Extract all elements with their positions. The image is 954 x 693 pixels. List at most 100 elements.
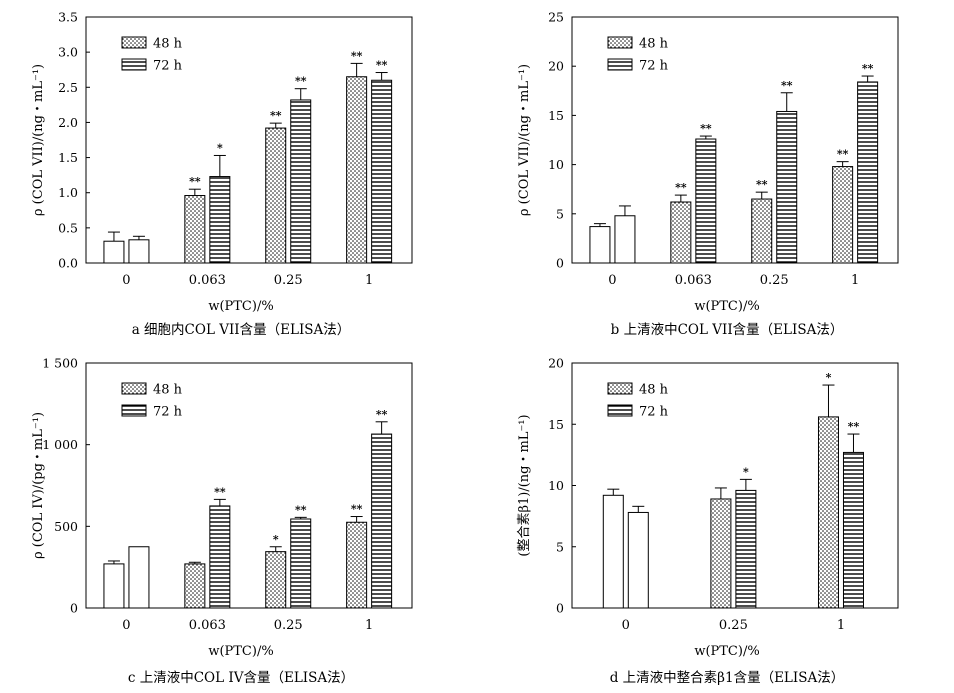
plot-frame [571,16,899,264]
significance-mark: * [217,141,223,154]
legend-label: 72 h [639,59,669,74]
y-tick-label: 25 [548,10,564,25]
x-tick-label: 1 [365,618,373,633]
x-tick-label: 0.063 [189,273,226,288]
y-tick-label: 20 [548,356,564,371]
significance-mark: ** [295,503,307,516]
y-axis-label: (整合素β1)/(ng・mL⁻¹) [517,414,532,556]
bar-72h-1 [842,451,864,609]
significance-mark: ** [700,122,712,135]
chart-panel-b: 0 5 10 15 20 25 ρ (COL VII)/(ng・mL⁻¹) 0 0.063 0.2… [517,10,899,338]
y-tick-label: 1.0 [58,185,78,200]
bar-48h-0 [103,240,125,264]
bar-48h-0.063 [184,195,206,264]
y-tick-label: 15 [548,108,564,123]
x-tick-label: 1 [365,273,373,288]
bar-72h-0.063 [695,138,717,264]
legend-label: 72 h [153,59,183,74]
bar-48h-1 [817,416,839,609]
bar-48h-1 [346,521,368,609]
significance-mark: ** [189,175,201,188]
legend-swatch [607,36,633,49]
legend-swatch [121,36,147,49]
y-tick-label: 20 [548,59,564,74]
y-tick-label: 0.0 [58,256,78,271]
significance-mark: ** [351,49,363,62]
y-tick-label: 10 [548,478,564,493]
y-tick-label: 5 [556,539,564,554]
x-tick-label: 0.25 [274,273,303,288]
x-axis-label: w(PTC)/% [694,644,759,659]
panel-caption: b 上清液中COL VII含量（ELISA法） [611,322,844,338]
legend-label: 48 h [153,383,183,398]
legend-label: 48 h [153,37,183,52]
significance-mark: ** [376,408,388,421]
x-tick-label: 0.25 [274,618,303,633]
legend-label: 72 h [153,405,183,420]
x-tick-label: 1 [837,618,845,633]
legend-label: 48 h [639,383,669,398]
legend-swatch [121,382,147,395]
y-tick-label: 10 [548,157,564,172]
bar-72h-0 [128,239,150,264]
bar-72h-0 [128,546,150,609]
y-tick-label: 2.0 [58,115,78,130]
bar-72h-0 [627,511,649,609]
x-tick-label: 0.063 [675,273,712,288]
legend-label: 72 h [639,405,669,420]
x-tick-label: 0.25 [719,618,748,633]
y-tick-label: 0 [70,601,78,616]
panel-caption: d 上清液中整合素β1含量（ELISA法） [610,670,844,686]
chart-panel-c: 0 500 1 000 1 500 ρ (COL IV)/(pg・mL⁻¹) 0 0.063… [31,356,413,686]
bar-48h-0 [589,226,611,264]
significance-mark: ** [848,420,860,433]
bar-48h-0 [103,563,125,609]
significance-mark: ** [295,75,307,88]
bar-48h-0.25 [265,551,287,609]
y-tick-label: 0 [556,601,564,616]
significance-mark: ** [675,181,687,194]
y-tick-label: 3.5 [58,10,78,25]
significance-mark: * [273,533,279,546]
bar-48h-0.063 [184,563,206,609]
y-tick-label: 2.5 [58,80,78,95]
legend-swatch [607,382,633,395]
plot-frame [85,16,413,264]
x-axis-label: w(PTC)/% [208,644,273,659]
bar-72h-0.063 [209,176,231,264]
significance-mark: * [743,465,749,478]
x-tick-label: 0.25 [760,273,789,288]
y-tick-label: 1 500 [42,356,78,371]
bar-72h-1 [371,79,393,264]
y-tick-label: 500 [54,519,78,534]
bar-72h-0.25 [776,110,798,264]
bar-72h-1 [857,81,879,264]
x-tick-label: 0 [122,273,130,288]
y-tick-label: 1.5 [58,150,78,165]
y-tick-label: 0.5 [58,220,78,235]
x-tick-label: 0 [608,273,616,288]
bar-72h-0.063 [209,505,231,609]
bar-48h-1 [832,166,854,264]
significance-mark: ** [214,485,226,498]
legend-swatch [121,404,147,417]
y-tick-label: 5 [556,206,564,221]
y-axis-label: ρ (COL VII)/(ng・mL⁻¹) [517,64,532,216]
y-tick-label: 15 [548,417,564,432]
y-axis-label: ρ (COL VII)/(ng・mL⁻¹) [31,64,46,216]
bar-48h-0.25 [710,498,732,609]
bar-72h-0.25 [290,518,312,609]
bar-72h-0 [614,215,636,264]
significance-mark: ** [837,148,849,161]
significance-mark: ** [781,79,793,92]
significance-mark: ** [756,178,768,191]
legend-swatch [607,404,633,417]
x-tick-label: 0 [122,618,130,633]
significance-mark: ** [351,503,363,516]
bar-72h-0.25 [290,99,312,264]
x-axis-label: w(PTC)/% [694,299,759,314]
significance-mark: ** [270,109,282,122]
panel-caption: c 上清液中COL IV含量（ELISA法） [128,670,354,686]
significance-mark: ** [376,59,388,72]
